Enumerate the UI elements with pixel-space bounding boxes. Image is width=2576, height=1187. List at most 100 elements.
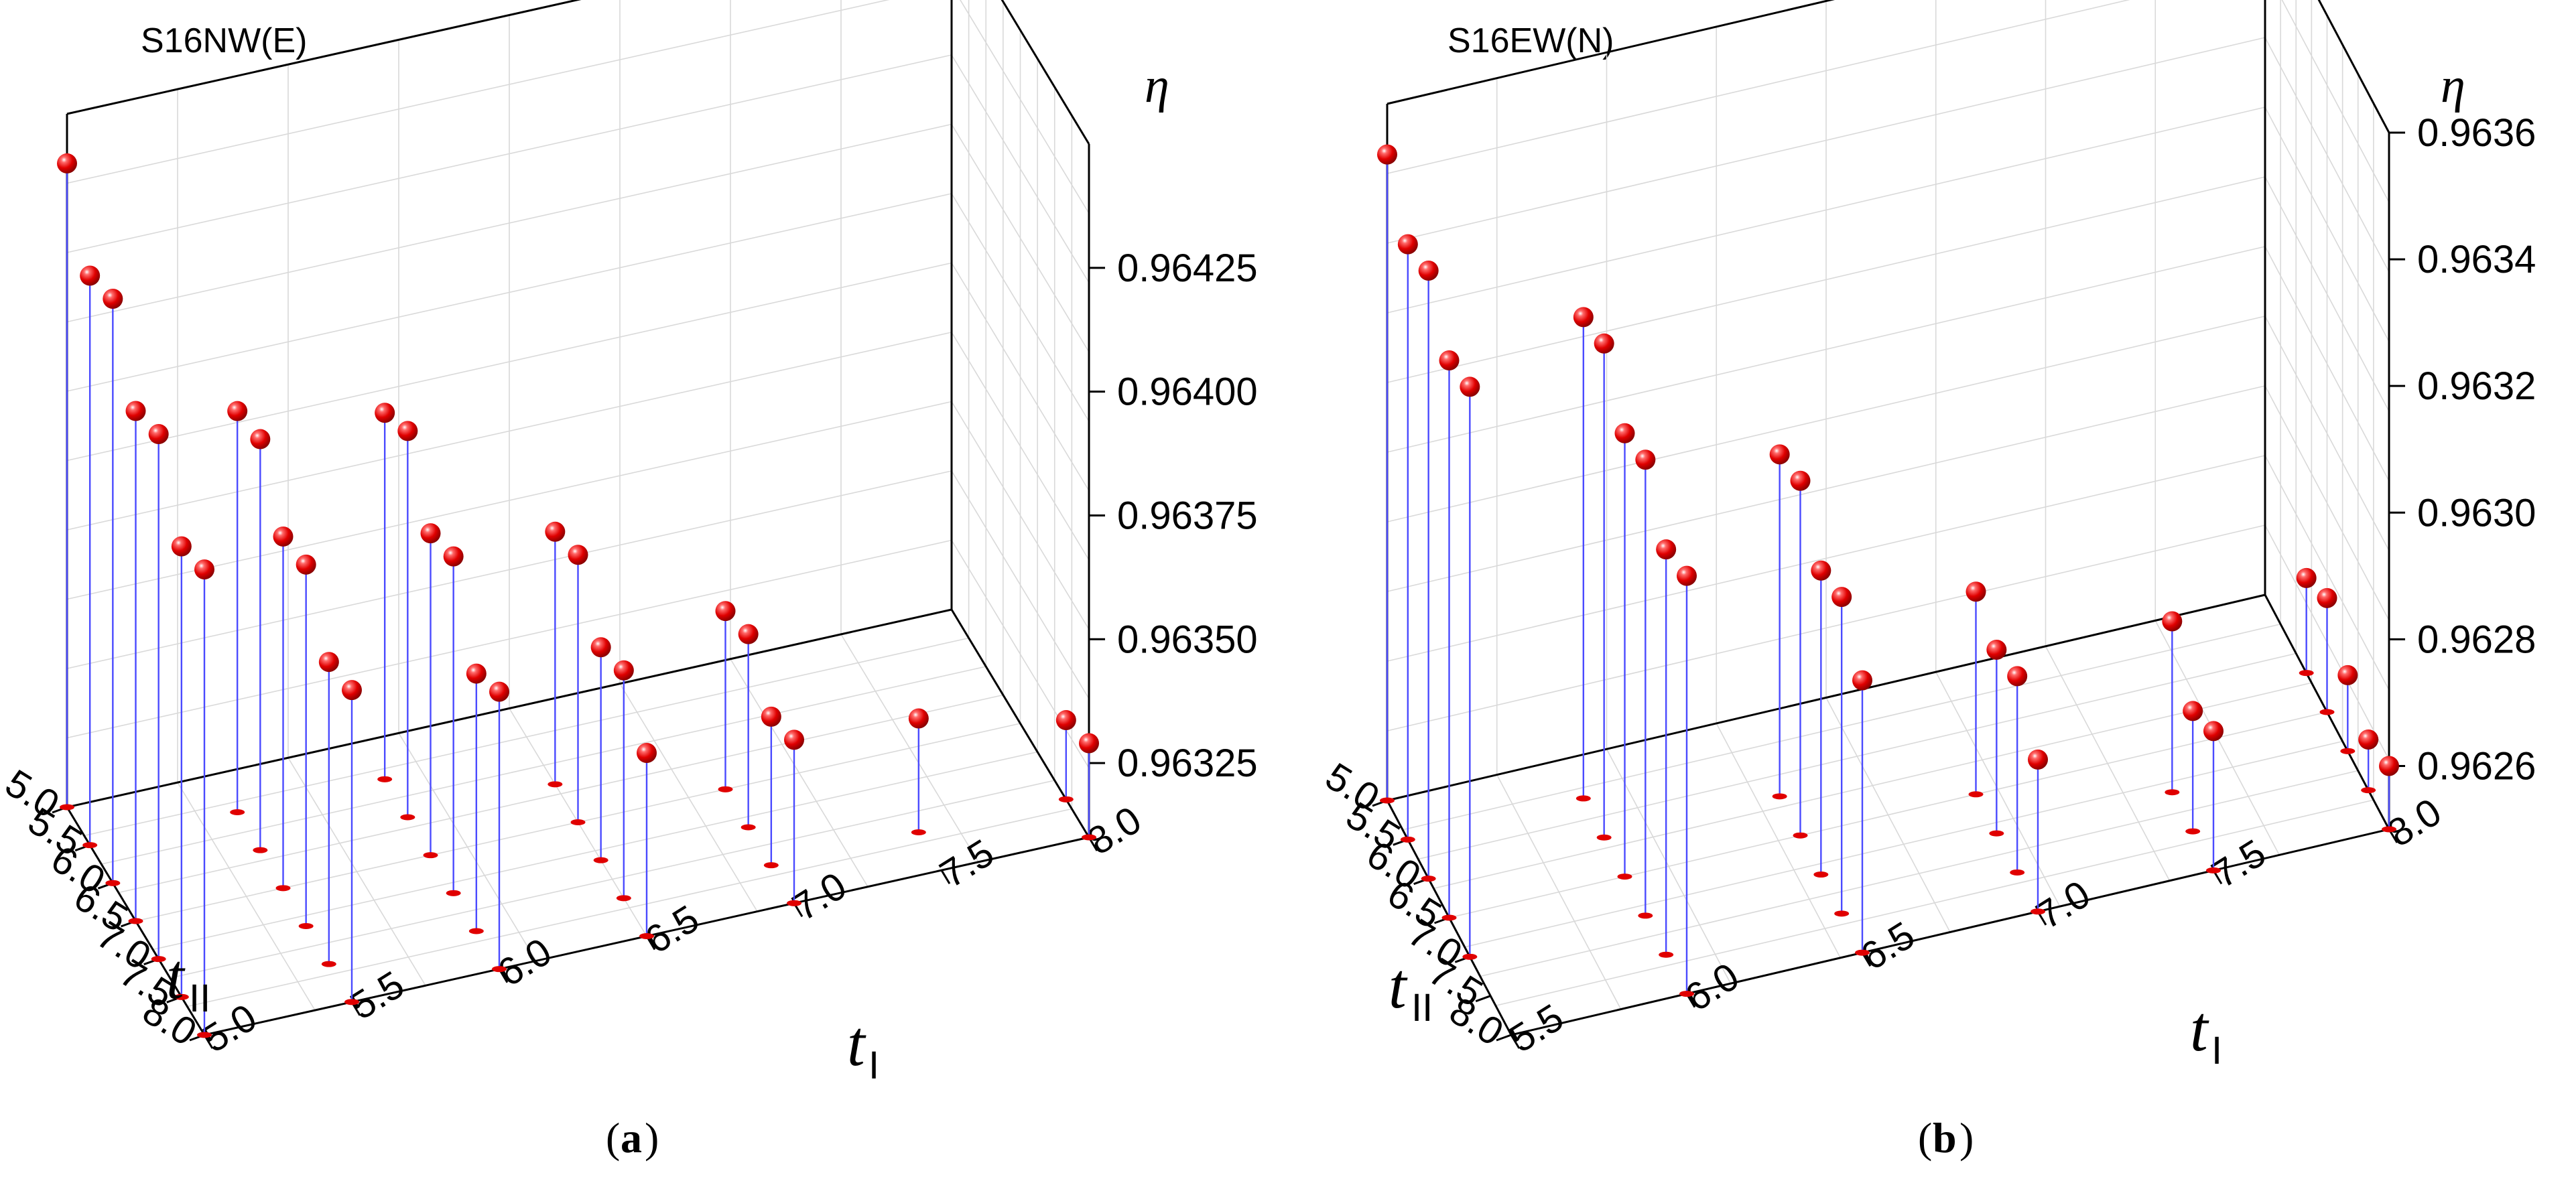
data-point — [397, 421, 418, 441]
data-base-marker — [400, 814, 415, 821]
data-point — [613, 660, 634, 681]
data-point — [273, 526, 294, 547]
tI-tick-label: 8.0 — [2380, 790, 2449, 855]
eta-tick-label: 0.9636 — [2417, 111, 2536, 155]
tI-tick-label: 8.0 — [1080, 798, 1149, 863]
tI-tick-label: 7.0 — [2028, 872, 2098, 938]
data-point — [1769, 444, 1790, 465]
data-base-marker — [151, 956, 166, 963]
grid-line — [840, 634, 979, 863]
data-base-marker — [1058, 796, 1074, 802]
data-point — [489, 681, 509, 702]
data-base-marker — [321, 961, 336, 967]
data-base-marker — [197, 1032, 212, 1038]
data-base-marker — [2340, 748, 2356, 754]
floor-back-edge — [1387, 594, 2266, 802]
data-point — [2028, 749, 2048, 770]
data-base-marker — [593, 857, 608, 863]
data-base-marker — [60, 804, 74, 811]
panel-a-axes-box — [66, 0, 1090, 1036]
panel-a-tII-axis-title: t II — [166, 940, 210, 1020]
data-base-marker — [230, 809, 245, 815]
eta-tick-label: 0.9628 — [2417, 618, 2536, 661]
eta-tick-label: 0.96425 — [1117, 247, 1258, 290]
data-base-marker — [1659, 951, 1674, 958]
data-point — [194, 559, 214, 580]
data-point — [1055, 710, 1076, 731]
data-point — [545, 521, 566, 542]
data-base-marker — [1638, 912, 1653, 919]
tII-tick — [1475, 995, 1491, 1003]
grid-line — [84, 637, 969, 837]
data-base-marker — [1575, 795, 1591, 802]
data-point — [80, 265, 101, 286]
eta-tick-label: 0.9630 — [2417, 491, 2536, 535]
data-point — [1790, 470, 1811, 491]
data-base-marker — [2382, 826, 2396, 833]
wall-top-edge — [2317, 0, 2390, 133]
eta-tick-label: 0.96400 — [1117, 370, 1258, 414]
grid-line — [118, 694, 1004, 894]
panel-a-tI-axis-title: t I — [847, 1007, 879, 1087]
grid-line — [66, 0, 1090, 214]
floor-back-edge — [66, 608, 952, 809]
data-base-marker — [275, 885, 291, 892]
data-base-marker — [1793, 832, 1808, 839]
grid-line — [1433, 682, 2312, 890]
data-point — [908, 708, 929, 729]
grid-line — [1387, 107, 2390, 342]
data-point — [2183, 701, 2203, 721]
data-point — [2296, 567, 2317, 588]
data-base-marker — [1989, 830, 2004, 837]
tI-axis-line — [1510, 828, 2390, 1036]
data-base-marker — [2031, 908, 2045, 915]
tI-tick-label: 6.5 — [1853, 913, 1922, 979]
data-base-marker — [1855, 949, 1870, 956]
data-point — [590, 637, 611, 658]
data-base-marker — [174, 993, 189, 1000]
grid-line — [1387, 37, 2390, 273]
data-point — [637, 742, 657, 763]
tI-tick-label: 7.0 — [785, 864, 854, 930]
grid-line — [1387, 176, 2390, 412]
data-point — [2379, 756, 2399, 776]
data-base-marker — [1082, 834, 1096, 841]
wall-top-edge — [1387, 0, 1835, 105]
data-base-marker — [253, 847, 268, 853]
grid-line — [1387, 0, 2390, 133]
eta-tick-label: 0.9626 — [2417, 744, 2536, 788]
tI-tick-label: 6.0 — [490, 930, 559, 995]
data-base-marker — [1813, 871, 1829, 878]
data-point — [57, 153, 77, 173]
data-point — [171, 536, 192, 557]
svg-text:): ) — [1959, 1114, 1974, 1162]
data-base-marker — [2165, 789, 2180, 796]
panel-a-tI-ticks: 5.05.56.06.57.07.58.0 — [195, 798, 1149, 1061]
panel-a-caption-letter: a — [621, 1114, 642, 1162]
data-base-marker — [1596, 834, 1612, 841]
grid-line — [66, 123, 1090, 352]
eta-tick-label: 0.9634 — [2417, 238, 2536, 281]
data-point — [2007, 666, 2028, 687]
eta-tick-label: 0.96375 — [1117, 494, 1258, 537]
data-base-marker — [740, 824, 756, 831]
data-point — [1986, 639, 2007, 660]
grid-line — [1387, 385, 2390, 621]
grid-line — [1387, 594, 2390, 830]
data-base-marker — [911, 829, 926, 835]
grid-line — [66, 54, 1090, 283]
panel-a-eta-ticks: 0.96325 0.96350 0.96375 0.96400 0.96425 — [1089, 247, 1258, 785]
panel-b-data-points — [1377, 144, 2399, 997]
grid-line — [101, 666, 986, 865]
data-point — [1614, 423, 1635, 443]
data-base-marker — [1617, 874, 1632, 880]
data-point — [1377, 144, 1397, 165]
data-point — [1811, 560, 1831, 581]
data-base-marker — [423, 852, 438, 859]
tI-tick-label: 6.0 — [1677, 955, 1746, 1020]
panel-a-title: S16NW(E) — [141, 21, 307, 60]
data-base-marker — [548, 781, 563, 788]
data-base-marker — [1834, 910, 1850, 917]
data-base-marker — [1441, 914, 1457, 921]
panel-b-eta-axis-title: η — [2441, 58, 2465, 113]
